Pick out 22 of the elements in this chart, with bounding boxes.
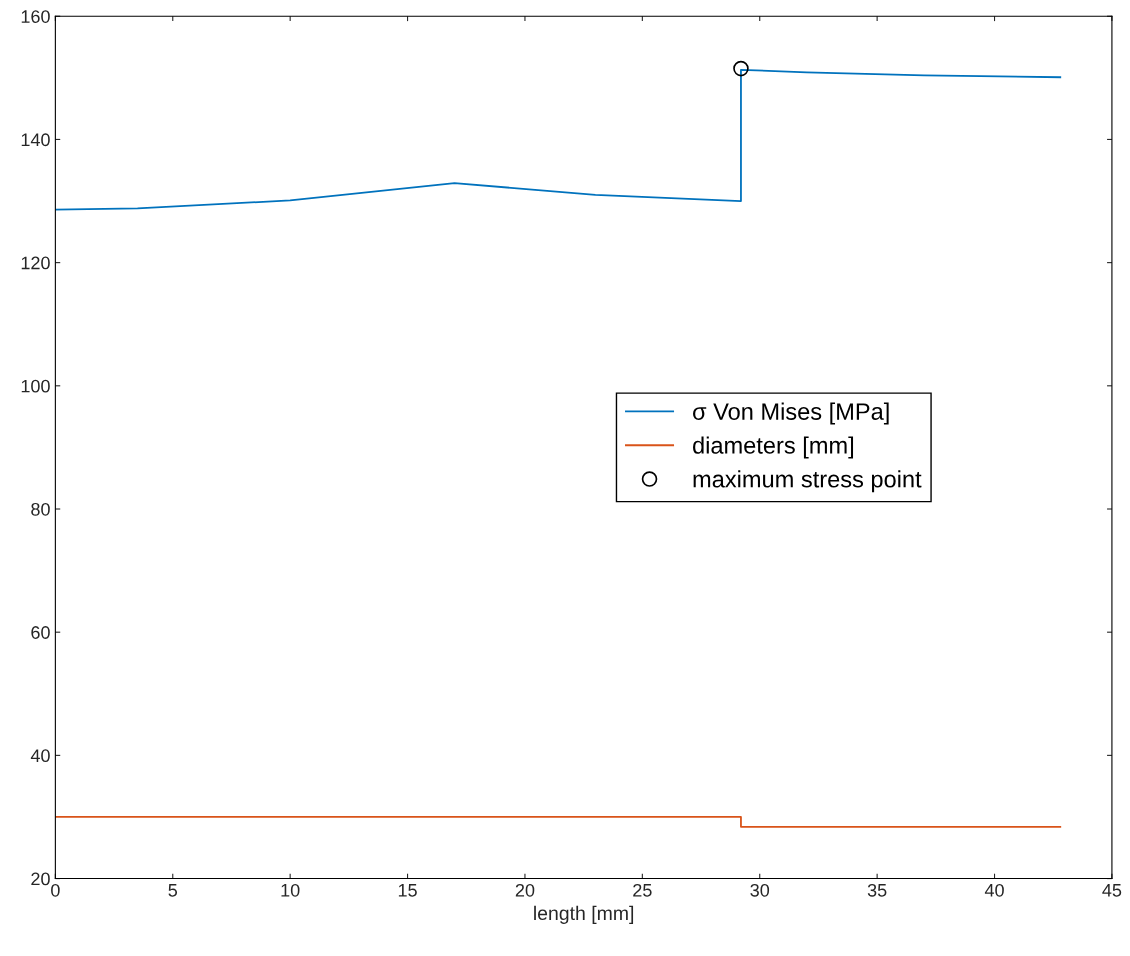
x-tick-label: 10 xyxy=(281,883,300,897)
x-tick-label: 40 xyxy=(984,883,1004,897)
y-tick-label: 80 xyxy=(31,502,50,516)
y-tick-label: 60 xyxy=(31,626,50,639)
y-tick-label: 120 xyxy=(21,256,50,270)
x-tick-label: 0 xyxy=(51,883,60,897)
x-tick-label: 35 xyxy=(867,883,887,897)
x-tick-label: 30 xyxy=(750,883,770,897)
x-tick-label: 45 xyxy=(1102,884,1122,897)
x-tick-label: 15 xyxy=(398,884,417,897)
y-tick-label: 160 xyxy=(21,10,50,23)
y-tick-label: 100 xyxy=(21,379,50,393)
legend-label: σ Von Mises [MPa] xyxy=(693,402,889,425)
legend-label: maximum stress point xyxy=(693,470,922,493)
x-tick-label: 25 xyxy=(633,883,652,897)
legend-label: diameters [mm] xyxy=(693,436,854,459)
x-tick-label: 5 xyxy=(168,884,178,897)
y-tick-label: 140 xyxy=(21,133,50,147)
x-axis-title: length [mm] xyxy=(534,905,634,924)
y-tick-label: 40 xyxy=(30,749,50,763)
x-tick-label: 20 xyxy=(515,883,535,897)
y-tick-label: 20 xyxy=(31,872,50,886)
